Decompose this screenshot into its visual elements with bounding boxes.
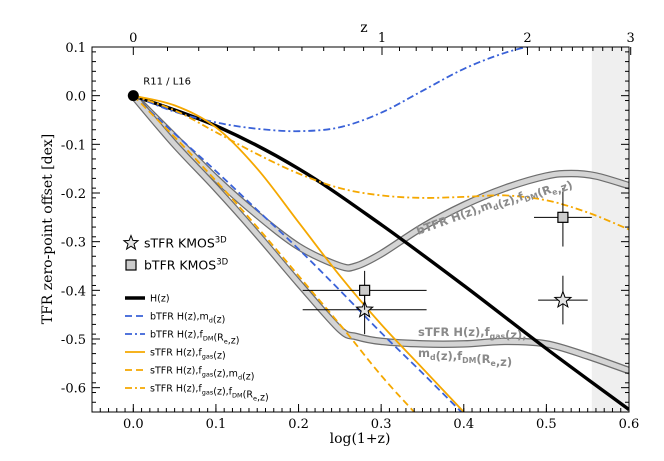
y-tick-label: -0.6 [61,382,86,397]
annotation-stfr-band-2: md(z),fDM(Re,z) [418,346,512,369]
y-tick-label: -0.2 [61,187,86,202]
legend-model-label-0: H(z) [150,294,170,305]
plot-frame [91,46,630,413]
top-tick-label: 2 [523,31,531,46]
model-bands [129,91,629,375]
x-tick-label: 0.2 [288,417,309,432]
square-marker-1 [557,211,569,223]
series-line-1 [132,95,463,412]
annotation-btfr-band: bTFR H(z),md(z),fDM(Re,z) [414,169,574,246]
series-line-3 [133,94,465,412]
x-axis-label: log(1+z) [330,431,391,447]
y-tick-label: -0.3 [61,236,86,251]
series-line-2 [132,47,530,133]
y-tick-label: -0.1 [61,138,86,153]
high-z-shaded-region [591,47,629,412]
annotation-stfr-band-1: sTFR H(z),fgas(z), [418,325,527,342]
legend-model-label-1: bTFR H(z),md(z) [150,312,225,326]
y-tick-label: 0.1 [65,41,86,56]
top-tick-label: 0 [129,31,137,46]
y-axis-label: TFR zero-point offset [dex] [40,134,56,325]
star-marker-1 [553,290,573,309]
legend-obs-label-0: sTFR KMOS3D [144,236,227,251]
observations [302,188,592,335]
top-tick-label: 1 [378,31,386,46]
series-line-0 [132,94,629,411]
reference-point [127,90,139,102]
axis-ticks: 0.0 0.1 0.2 0.3 0.4 0.5 0.6 0.1 0.0 -0.1 -0.2 -0.3 -… [61,31,639,432]
band-annotations: bTFR H(z),md(z),fDM(Re,z) sTFR H(z),fgas(… [414,169,574,369]
legend-model-label-5: sTFR H(z),fgas(z),fDM(Re,z) [150,384,269,404]
top-tick-label: 3 [627,31,635,46]
x-tick-label: 0.5 [536,417,557,432]
square-marker-0 [359,284,371,296]
legend-square-icon [125,259,137,271]
model-curves [132,47,629,412]
y-tick-label: -0.4 [61,284,86,299]
band-outline-7 [129,91,629,375]
x-tick-label: 0.4 [453,417,474,432]
series-line-5 [133,94,629,231]
top-axis-label: z [360,20,367,36]
x-tick-label: 0.0 [123,417,144,432]
x-tick-label: 0.1 [206,417,227,432]
y-tick-label: -0.5 [61,333,86,348]
legend-obs-label-1: bTFR KMOS3D [144,258,229,273]
band-fill-6 [130,93,629,271]
y-tick-label: 0.0 [65,90,86,105]
legend-star-icon [122,234,140,251]
legend-model-label-3: sTFR H(z),fgas(z) [150,348,226,362]
legend-model-label-4: sTFR H(z),fgas(z),md(z) [150,366,254,383]
legend: sTFR KMOS3D bTFR KMOS3D H(z) bTFR H(z),md(z… [122,234,269,404]
series-line-4 [132,95,415,412]
legend-model-label-2: bTFR H(z),fDM(Re,z) [150,330,239,347]
reference-point-label: R11 / L16 [143,77,191,88]
band-fill-7 [130,93,629,374]
x-tick-label: 0.6 [619,417,640,432]
x-tick-label: 0.3 [371,417,392,432]
